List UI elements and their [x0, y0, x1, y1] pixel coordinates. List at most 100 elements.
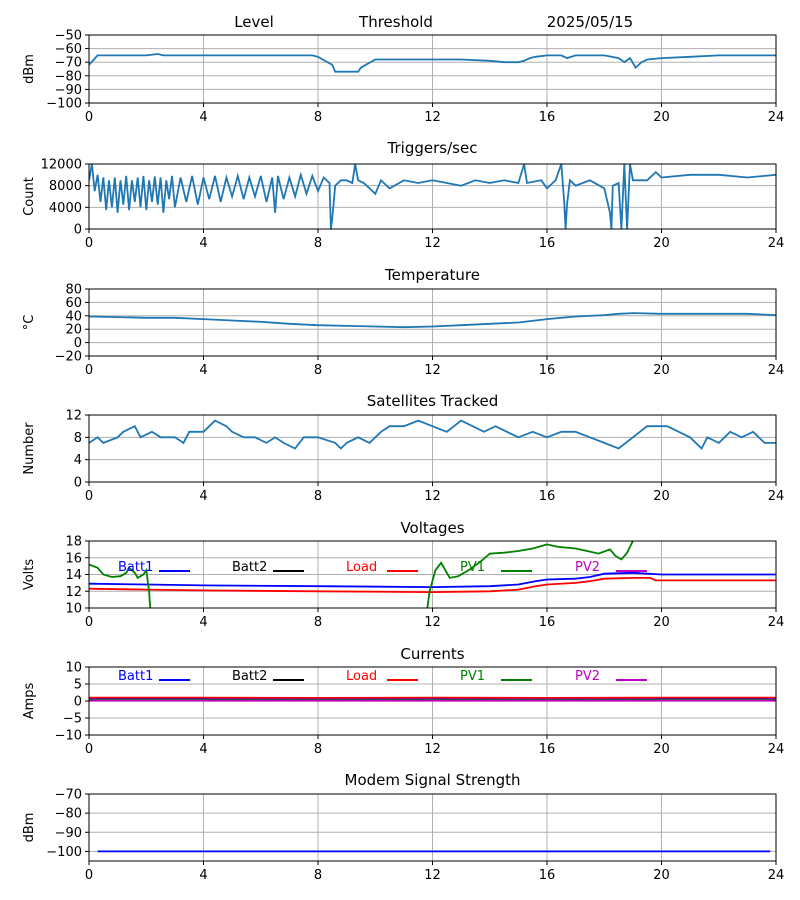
x-tick-label: 16 [539, 615, 556, 630]
y-tick-label: 16 [65, 551, 82, 566]
x-tick-label: 12 [424, 868, 441, 883]
x-tick-label: 24 [768, 615, 785, 630]
chart-title: Triggers/sec [387, 139, 478, 157]
chart-panel-1: 0 4 8 12 16 20 24 −100−90−80−70−60−50 dBm [22, 29, 784, 126]
y-axis-label: Count [22, 177, 37, 216]
x-tick-label: 0 [85, 236, 93, 251]
legend-label-pv1: PV1 [460, 560, 485, 575]
series-line-load [89, 577, 776, 594]
y-tick-label: 18 [65, 535, 82, 550]
x-tick-label: 8 [314, 868, 322, 883]
legend-label-pv2: PV2 [575, 669, 600, 684]
y-tick-label: 80 [65, 283, 82, 298]
y-axis-label: °C [22, 315, 37, 331]
x-tick-label: 24 [768, 110, 785, 125]
x-tick-label: 20 [653, 363, 670, 378]
y-axis-label: Amps [22, 682, 37, 719]
chart-panel-4: 0 4 8 12 16 20 24 0 4 8 12 Satellites Tracked Number [22, 392, 784, 504]
x-tick-label: 20 [653, 489, 670, 504]
x-tick-label: 16 [539, 489, 556, 504]
y-tick-label: −5 [63, 712, 82, 727]
legend-label-load: Load [346, 669, 377, 684]
series-line-1 [89, 53, 776, 73]
y-axis-label: dBm [22, 54, 37, 84]
x-tick-label: 24 [768, 489, 785, 504]
x-tick-label: 12 [424, 236, 441, 251]
header-level: Level [234, 13, 274, 31]
y-tick-label: 10 [65, 661, 82, 676]
y-tick-label: 14 [65, 568, 82, 583]
y-axis-label: Number [22, 422, 37, 475]
x-tick-label: 4 [199, 489, 207, 504]
series-line-1 [89, 312, 776, 329]
x-tick-label: 16 [539, 236, 556, 251]
y-tick-label: 8 [74, 431, 82, 446]
y-tick-label: 12 [65, 409, 82, 424]
x-tick-label: 8 [314, 742, 322, 757]
x-tick-label: 0 [85, 489, 93, 504]
y-tick-label: 0 [74, 336, 82, 351]
x-tick-label: 8 [314, 489, 322, 504]
x-tick-label: 0 [85, 615, 93, 630]
x-tick-label: 4 [199, 363, 207, 378]
y-tick-label: 12 [65, 585, 82, 600]
x-tick-label: 24 [768, 363, 785, 378]
y-tick-label: −90 [55, 83, 82, 98]
x-tick-label: 0 [85, 110, 93, 125]
legend-label-batt1: Batt1 [118, 669, 153, 684]
y-axis-label: dBm [22, 813, 37, 843]
x-tick-label: 0 [85, 363, 93, 378]
x-tick-label: 12 [424, 489, 441, 504]
x-tick-label: 20 [653, 615, 670, 630]
y-tick-label: 0 [74, 695, 82, 710]
x-tick-label: 8 [314, 363, 322, 378]
x-tick-label: 4 [199, 868, 207, 883]
x-tick-label: 20 [653, 742, 670, 757]
x-tick-label: 12 [424, 110, 441, 125]
series-line-batt1 [89, 571, 776, 589]
x-tick-label: 20 [653, 868, 670, 883]
y-tick-label: −80 [55, 69, 82, 84]
x-tick-label: 8 [314, 236, 322, 251]
y-tick-label: 8000 [49, 179, 82, 194]
y-tick-label: −70 [55, 788, 82, 803]
x-tick-label: 16 [539, 868, 556, 883]
y-tick-label: −70 [55, 56, 82, 71]
x-tick-label: 16 [539, 742, 556, 757]
x-tick-label: 12 [424, 742, 441, 757]
chart-title: Currents [400, 645, 464, 663]
legend-label-batt1: Batt1 [118, 560, 153, 575]
x-tick-label: 4 [199, 236, 207, 251]
y-axis-label: Volts [22, 559, 37, 591]
legend-label-batt2: Batt2 [232, 669, 267, 684]
x-tick-label: 12 [424, 615, 441, 630]
y-tick-label: 4000 [49, 201, 82, 216]
y-tick-label: −10 [55, 729, 82, 744]
y-tick-label: 0 [74, 223, 82, 238]
y-tick-label: −60 [55, 42, 82, 57]
legend-label-batt2: Batt2 [232, 560, 267, 575]
y-tick-label: 5 [74, 678, 82, 693]
y-tick-label: 12000 [41, 158, 82, 173]
chart-title: Modem Signal Strength [345, 771, 521, 789]
y-tick-label: −50 [55, 29, 82, 44]
x-tick-label: 4 [199, 110, 207, 125]
x-tick-label: 12 [424, 363, 441, 378]
x-tick-label: 16 [539, 110, 556, 125]
x-tick-label: 4 [199, 615, 207, 630]
header-threshold: Threshold [358, 13, 433, 31]
chart-title: Satellites Tracked [367, 392, 498, 410]
legend-label-pv2: PV2 [575, 560, 600, 575]
x-tick-label: 4 [199, 742, 207, 757]
x-tick-label: 24 [768, 236, 785, 251]
y-tick-label: −100 [46, 97, 82, 112]
x-tick-label: 8 [314, 110, 322, 125]
y-tick-label: 0 [74, 476, 82, 491]
y-tick-label: 4 [74, 453, 82, 468]
x-tick-label: 0 [85, 742, 93, 757]
y-tick-label: 60 [65, 296, 82, 311]
